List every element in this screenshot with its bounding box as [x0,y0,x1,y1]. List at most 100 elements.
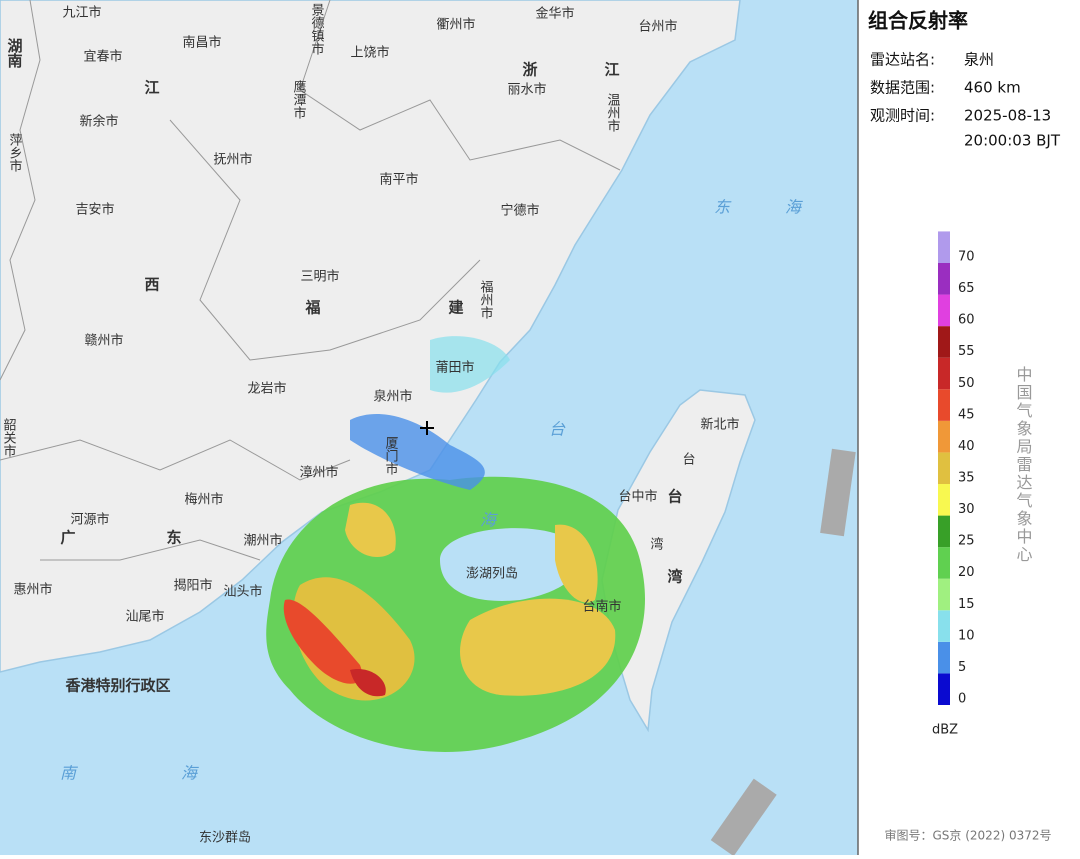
place-label: 上饶市 [350,45,389,61]
info-value: 20:00:03 BJT [964,132,1061,150]
place-label: 汕头市 [223,584,262,600]
credit: 中国气象局雷达气象中心 [1014,366,1033,564]
place-label: 东 [714,198,732,217]
place-label: 海 [785,198,803,217]
legend-band [938,263,950,295]
legend-label: 55 [958,344,975,359]
echo-yellow [460,598,616,696]
legend-band [938,420,950,453]
legend-label: 60 [958,313,975,328]
place-label: 鹰潭市 [291,79,307,119]
place-label: 宁德市 [500,203,539,219]
place-label: 台 [682,453,695,468]
echo-red [350,669,386,697]
place-label: 梅州市 [184,492,223,508]
place-label: 海 [480,511,498,530]
place-label: 漳州市 [299,465,338,481]
place-label: 厦门市 [383,436,399,475]
legend-band [938,231,950,263]
legend-label: 70 [958,250,975,265]
info-value: 460 km [964,79,1021,97]
place-label: 抚州市 [213,152,252,168]
place-label: 宜春市 [83,49,122,65]
info-value: 泉州 [964,51,994,69]
place-label: 江 [144,79,159,97]
place-label: 衢州市 [436,17,475,33]
legend-band [938,610,950,642]
panel-title: 组合反射率 [868,9,968,33]
place-label: 揭阳市 [173,578,212,594]
legend-band [938,294,950,327]
legend-label: 0 [958,692,966,707]
place-label: 海 [181,764,199,783]
place-label: 新余市 [79,114,118,130]
legend-label: 20 [958,565,975,580]
legend-band [938,578,950,611]
legend-label: 15 [958,597,975,612]
place-label: 南 [60,764,79,783]
place-label: 河源市 [70,512,109,528]
place-label: 龙岩市 [247,381,286,397]
place-label: 萍乡市 [7,133,23,172]
place-label: 浙 [522,61,537,79]
legend-band [938,326,950,358]
place-label: 台 [549,420,566,439]
legend-label: 35 [958,471,975,486]
echo-yellow [555,524,598,603]
place-label: 新北市 [700,417,739,433]
legend-band [938,641,950,674]
place-label: 建 [448,299,464,317]
place-label: 广 [60,529,75,547]
legend-band [938,389,950,421]
legend-label: 10 [958,628,975,643]
echo-blue [350,414,485,490]
place-label: 三明市 [300,269,339,285]
legend-band [938,515,950,548]
place-label: 香港特别行政区 [65,677,170,695]
echo-yellow [345,502,396,558]
legend-label: 5 [958,660,966,675]
place-label: 莆田市 [435,360,474,376]
info-value: 2025-08-13 [964,107,1051,125]
boundaries [0,0,621,561]
edge-mark [710,778,777,857]
info-label: 雷达站名: [870,51,935,69]
place-label: 湾 [667,568,682,586]
place-label: 丽水市 [507,82,546,98]
radar-site [420,421,434,435]
place-label: 台州市 [638,19,677,35]
place-label: 潮州市 [243,533,282,549]
map-approval: 审图号：GS京 (2022) 0372号 [885,828,1052,843]
echo-red [283,599,362,684]
place-label: 汕尾市 [125,609,164,625]
place-label: 景德镇市 [309,3,325,55]
edge-mark [820,448,856,537]
place-label: 福州市 [478,280,494,319]
place-label: 吉安市 [75,202,114,218]
place-label: 惠州市 [13,582,52,598]
place-label: 西 [144,276,159,294]
place-label: 南平市 [379,172,418,188]
legend-band [938,673,950,705]
legend-band [938,452,950,484]
legend-band [938,357,950,390]
place-label: 福 [304,299,320,317]
legend-label: 40 [958,439,975,454]
echo-cyan [430,336,510,393]
place-label: 湖南 [6,38,24,69]
legend-band [938,484,950,516]
place-label: 东沙群岛 [199,830,251,846]
mainland [0,0,741,673]
place-label: 金华市 [535,6,574,22]
place-label: 湾 [650,537,663,553]
place-label: 泉州市 [373,389,412,405]
legend-label: 45 [958,407,975,422]
place-label: 台 [667,488,682,506]
legend-unit: dBZ [932,723,958,738]
place-label: 江 [604,61,619,79]
place-label: 东 [166,529,181,547]
